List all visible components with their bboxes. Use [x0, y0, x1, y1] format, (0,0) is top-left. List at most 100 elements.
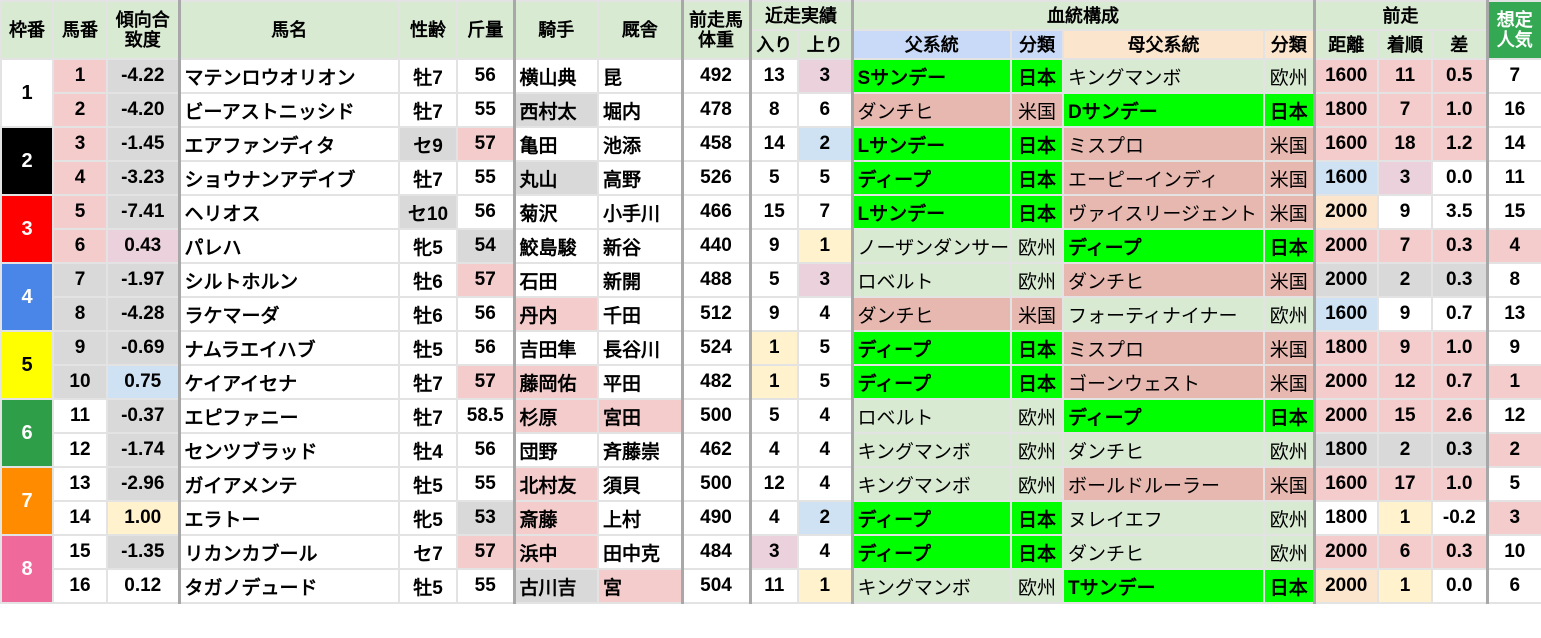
trainer: 昆 [597, 58, 683, 94]
dam-sire-line: エーピーインディ [1062, 160, 1265, 196]
trainer: 田中克 [597, 534, 683, 570]
trainer: 平田 [597, 364, 683, 400]
table-row: 16 0.12 タガノデュード 牡5 55 古川吉宮 504 11 1 キングマンボ 欧州 Tサンデー… [1, 568, 1541, 604]
keiko: -0.69 [106, 330, 180, 366]
kinryo: 54 [456, 228, 515, 264]
umaban: 12 [52, 432, 108, 468]
frame-number: 6 [0, 398, 54, 468]
dam-sire-line: Dサンデー [1062, 92, 1265, 128]
sire-class: 日本 [1010, 364, 1064, 400]
recent-agari: 6 [797, 92, 853, 128]
dam-sire-line: ヌレイエフ [1062, 500, 1265, 536]
recent-iri: 4 [748, 500, 799, 536]
header-sexage: 性齢 [398, 0, 458, 60]
prev-distance: 1800 [1312, 432, 1379, 468]
sire-line: Sサンデー [850, 58, 1012, 94]
sex-age: 牡4 [398, 432, 458, 468]
table-row: 2 -4.20 ビーアストニッシド 牡7 55 西村太 堀内 478 8 6 ダンチヒ 米国 Dサンデー… [1, 92, 1541, 128]
weight: 466 [680, 194, 751, 230]
prev-rank: 11 [1377, 58, 1433, 94]
keiko: -1.97 [106, 262, 180, 298]
header-weight: 前走馬体重 [680, 0, 751, 60]
popularity: 12 [1485, 398, 1541, 434]
header-iri: 入り [748, 29, 799, 60]
umaban: 4 [52, 160, 108, 196]
prev-diff: 2.6 [1430, 398, 1489, 434]
recent-agari: 4 [797, 432, 853, 468]
horse-name: ショウナンアデイブ [177, 160, 400, 196]
popularity: 16 [1485, 92, 1541, 128]
prev-rank: 2 [1377, 262, 1433, 298]
trainer: 長谷川 [597, 330, 683, 366]
weight: 500 [680, 398, 751, 434]
prev-rank: 1 [1377, 568, 1433, 604]
prev-rank: 1 [1377, 500, 1433, 536]
kinryo: 58.5 [456, 398, 515, 434]
header-trainer: 厩舎 [597, 0, 683, 60]
trainer: 千田 [597, 296, 683, 332]
sex-age: 牡5 [398, 330, 458, 366]
trainer: 小手川 [597, 194, 683, 230]
dam-sire-class: 米国 [1263, 330, 1315, 366]
header-diff: 差 [1430, 29, 1489, 60]
race-table: 枠番 馬番 傾向合致度 馬名 性齢 斤量 騎手 厩舎 前走馬体重 近走実績 血統… [0, 0, 1541, 604]
kinryo: 56 [456, 330, 515, 366]
umaban: 13 [52, 466, 108, 502]
table-row: 14 1.00 エラトー 牝5 53 斎藤 上村 490 4 2 ディープ 日本 ヌレイエフ 欧州 1800… [1, 500, 1541, 536]
keiko: -4.28 [106, 296, 180, 332]
sire-line: キングマンボ [850, 466, 1012, 502]
dam-sire-class: 日本 [1263, 398, 1315, 434]
sire-line: Lサンデー [850, 126, 1012, 162]
table-row: 2 3 -1.45 エアファンディタ セ9 57 亀田 池添 458 14 2 Lサンデー 日本 ミスプロ… [0, 126, 1541, 196]
sex-age: 牝5 [398, 228, 458, 264]
recent-iri: 8 [748, 92, 799, 128]
dam-sire-class: 欧州 [1263, 296, 1315, 332]
sire-line: ノーザンダンサー [850, 228, 1012, 264]
dam-sire-class: 米国 [1263, 466, 1315, 502]
header-name: 馬名 [177, 0, 400, 60]
umaban: 9 [52, 330, 108, 366]
kinryo: 56 [456, 58, 515, 94]
header-agari: 上り [797, 29, 853, 60]
prev-distance: 1800 [1312, 330, 1379, 366]
recent-agari: 4 [797, 398, 853, 434]
jockey: 団野 [512, 432, 599, 468]
prev-rank: 9 [1377, 330, 1433, 366]
sire-line: ダンチヒ [850, 296, 1012, 332]
dam-sire-line: ダンチヒ [1062, 432, 1265, 468]
recent-iri: 3 [748, 534, 799, 570]
header-umaban: 馬番 [52, 0, 108, 60]
kinryo: 56 [456, 194, 515, 230]
dam-sire-class: 日本 [1263, 228, 1315, 264]
recent-agari: 4 [797, 296, 853, 332]
keiko: -4.20 [106, 92, 180, 128]
prev-diff: 1.0 [1430, 466, 1489, 502]
recent-iri: 14 [748, 126, 799, 162]
frame-number: 1 [0, 58, 54, 128]
recent-agari: 1 [797, 228, 853, 264]
prev-diff: 0.0 [1430, 568, 1489, 604]
table-row: 3 5 -7.41 ヘリオス セ10 56 菊沢 小手川 466 15 7 Lサンデー 日本 ヴァイスリー… [0, 194, 1541, 264]
recent-agari: 3 [797, 262, 853, 298]
prev-diff: 0.5 [1430, 58, 1489, 94]
prev-diff: 1.0 [1430, 92, 1489, 128]
keiko: -2.96 [106, 466, 180, 502]
header-prev: 前走 [1312, 0, 1489, 31]
jockey: 菊沢 [512, 194, 599, 230]
prev-distance: 1600 [1312, 296, 1379, 332]
sire-class: 日本 [1010, 500, 1064, 536]
popularity: 7 [1485, 58, 1541, 94]
dam-sire-class: 米国 [1263, 194, 1315, 230]
recent-iri: 9 [748, 296, 799, 332]
dam-sire-line: キングマンボ [1062, 58, 1265, 94]
popularity: 9 [1485, 330, 1541, 366]
kinryo: 56 [456, 432, 515, 468]
sire-line: キングマンボ [850, 432, 1012, 468]
sex-age: セ9 [398, 126, 458, 162]
recent-agari: 4 [797, 466, 853, 502]
dam-sire-class: 米国 [1263, 364, 1315, 400]
trainer: 堀内 [597, 92, 683, 128]
sire-line: ディープ [850, 330, 1012, 366]
recent-iri: 13 [748, 58, 799, 94]
trainer: 高野 [597, 160, 683, 196]
